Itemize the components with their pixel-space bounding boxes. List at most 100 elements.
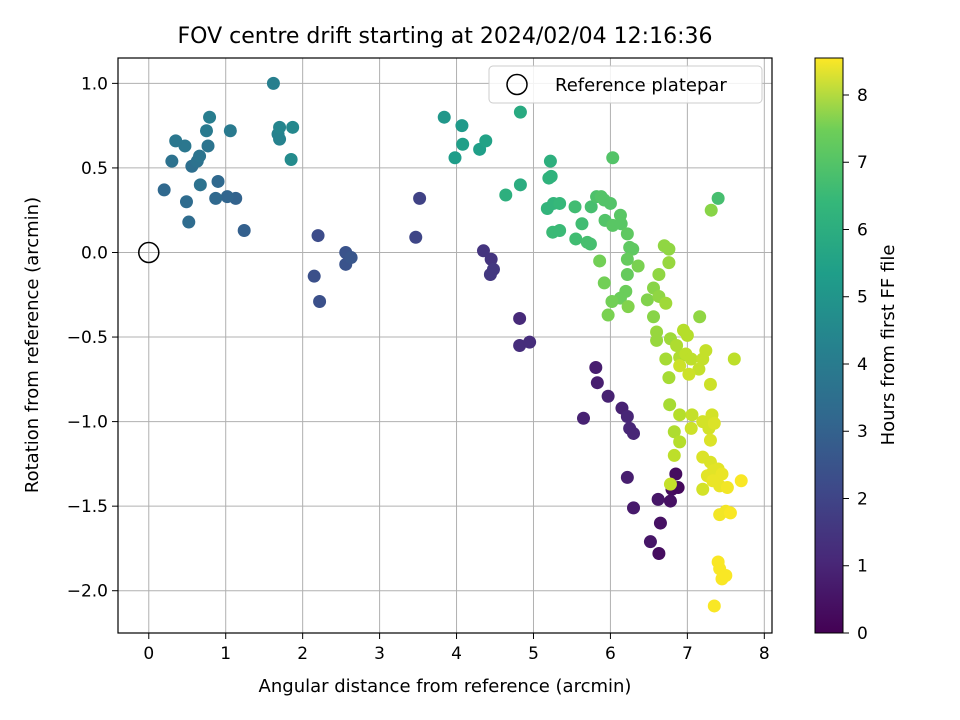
data-point (483, 267, 497, 281)
data-point (223, 124, 237, 138)
y-axis-label: Rotation from reference (arcmin) (22, 197, 43, 493)
data-point (543, 154, 557, 168)
data-point (575, 217, 589, 231)
data-point (627, 501, 641, 515)
data-point (455, 119, 469, 133)
reference-platepar-marker (138, 241, 160, 264)
data-point (313, 295, 327, 309)
data-point (614, 217, 628, 231)
x-tick-label: 6 (605, 644, 616, 664)
data-point (659, 296, 673, 310)
x-axis-label: Angular distance from reference (arcmin) (259, 676, 632, 697)
colorbar-tick-label: 3 (857, 422, 868, 442)
data-point (589, 360, 603, 374)
data-point (605, 295, 619, 309)
data-point (662, 256, 676, 270)
data-point (621, 300, 635, 314)
data-point (662, 371, 676, 385)
data-point (703, 433, 717, 447)
y-tick-label: 1.0 (81, 74, 108, 94)
data-point (203, 110, 217, 124)
data-point (266, 76, 280, 90)
data-point (593, 254, 607, 268)
data-point (523, 335, 537, 349)
data-point (597, 276, 611, 290)
data-point (667, 448, 681, 462)
data-point (631, 259, 645, 273)
data-point (667, 425, 681, 439)
data-point (684, 352, 698, 366)
data-point (165, 154, 179, 168)
y-tick-label: 0.5 (81, 159, 108, 179)
data-point (569, 232, 583, 246)
data-point (499, 188, 513, 202)
data-point (601, 389, 615, 403)
data-point (437, 110, 451, 124)
y-tick-label: 0.0 (81, 243, 108, 263)
data-point (707, 416, 721, 430)
x-axis-ticks: 0 1 2 3 4 5 6 7 8 (143, 633, 770, 664)
data-point (220, 190, 234, 204)
y-tick-label: −2.0 (67, 582, 108, 602)
data-point (640, 293, 654, 307)
legend: Reference platepar (488, 65, 763, 104)
data-point (727, 352, 741, 366)
data-point (651, 492, 665, 506)
data-point (663, 477, 677, 491)
data-point (273, 120, 287, 134)
y-tick-label: −1.5 (67, 497, 108, 517)
data-point (620, 227, 634, 241)
data-point (476, 244, 490, 258)
data-point (179, 195, 193, 209)
data-point (201, 139, 215, 153)
x-tick-label: 1 (220, 644, 231, 664)
data-point (699, 344, 713, 358)
colorbar-tick-label: 7 (857, 153, 868, 173)
data-point (553, 196, 567, 210)
data-point (344, 251, 358, 265)
data-point (601, 308, 615, 322)
reference-marker (138, 241, 160, 264)
y-tick-label: −0.5 (67, 328, 108, 348)
legend-box (488, 65, 763, 104)
data-point (273, 132, 287, 146)
data-point (576, 411, 590, 425)
chart-title: FOV centre drift starting at 2024/02/04 … (178, 24, 713, 49)
data-point (553, 224, 567, 237)
data-point (663, 494, 677, 508)
data-point (626, 242, 640, 256)
x-tick-label: 0 (143, 644, 154, 664)
data-point (719, 569, 733, 582)
x-tick-label: 8 (759, 644, 770, 664)
data-point (590, 376, 604, 390)
data-point (715, 467, 729, 481)
data-point (513, 105, 527, 119)
data-point (603, 196, 617, 210)
data-point (199, 124, 213, 138)
data-point (484, 252, 498, 266)
y-axis-ticks: 1.0 0.5 0.0 −0.5 −1.0 −1.5 −2.0 (67, 74, 118, 602)
data-point (696, 482, 710, 496)
x-tick-label: 5 (528, 644, 539, 664)
data-point (193, 149, 207, 163)
data-point (684, 421, 698, 435)
data-point (653, 516, 667, 530)
data-point (456, 137, 470, 151)
data-point (448, 151, 462, 165)
data-point (620, 252, 634, 266)
data-point (513, 311, 527, 325)
legend-reference-marker (506, 73, 528, 96)
colorbar-tick-label: 2 (857, 489, 868, 509)
data-point (620, 470, 634, 484)
data-point (673, 408, 687, 422)
data-point (720, 481, 734, 495)
data-point (479, 134, 493, 148)
data-point (627, 426, 641, 440)
data-point (409, 230, 423, 244)
data-point (286, 120, 300, 134)
colorbar-tick-label: 5 (857, 288, 868, 308)
data-point (513, 178, 527, 192)
data-point (620, 267, 634, 281)
data-point (544, 169, 558, 183)
